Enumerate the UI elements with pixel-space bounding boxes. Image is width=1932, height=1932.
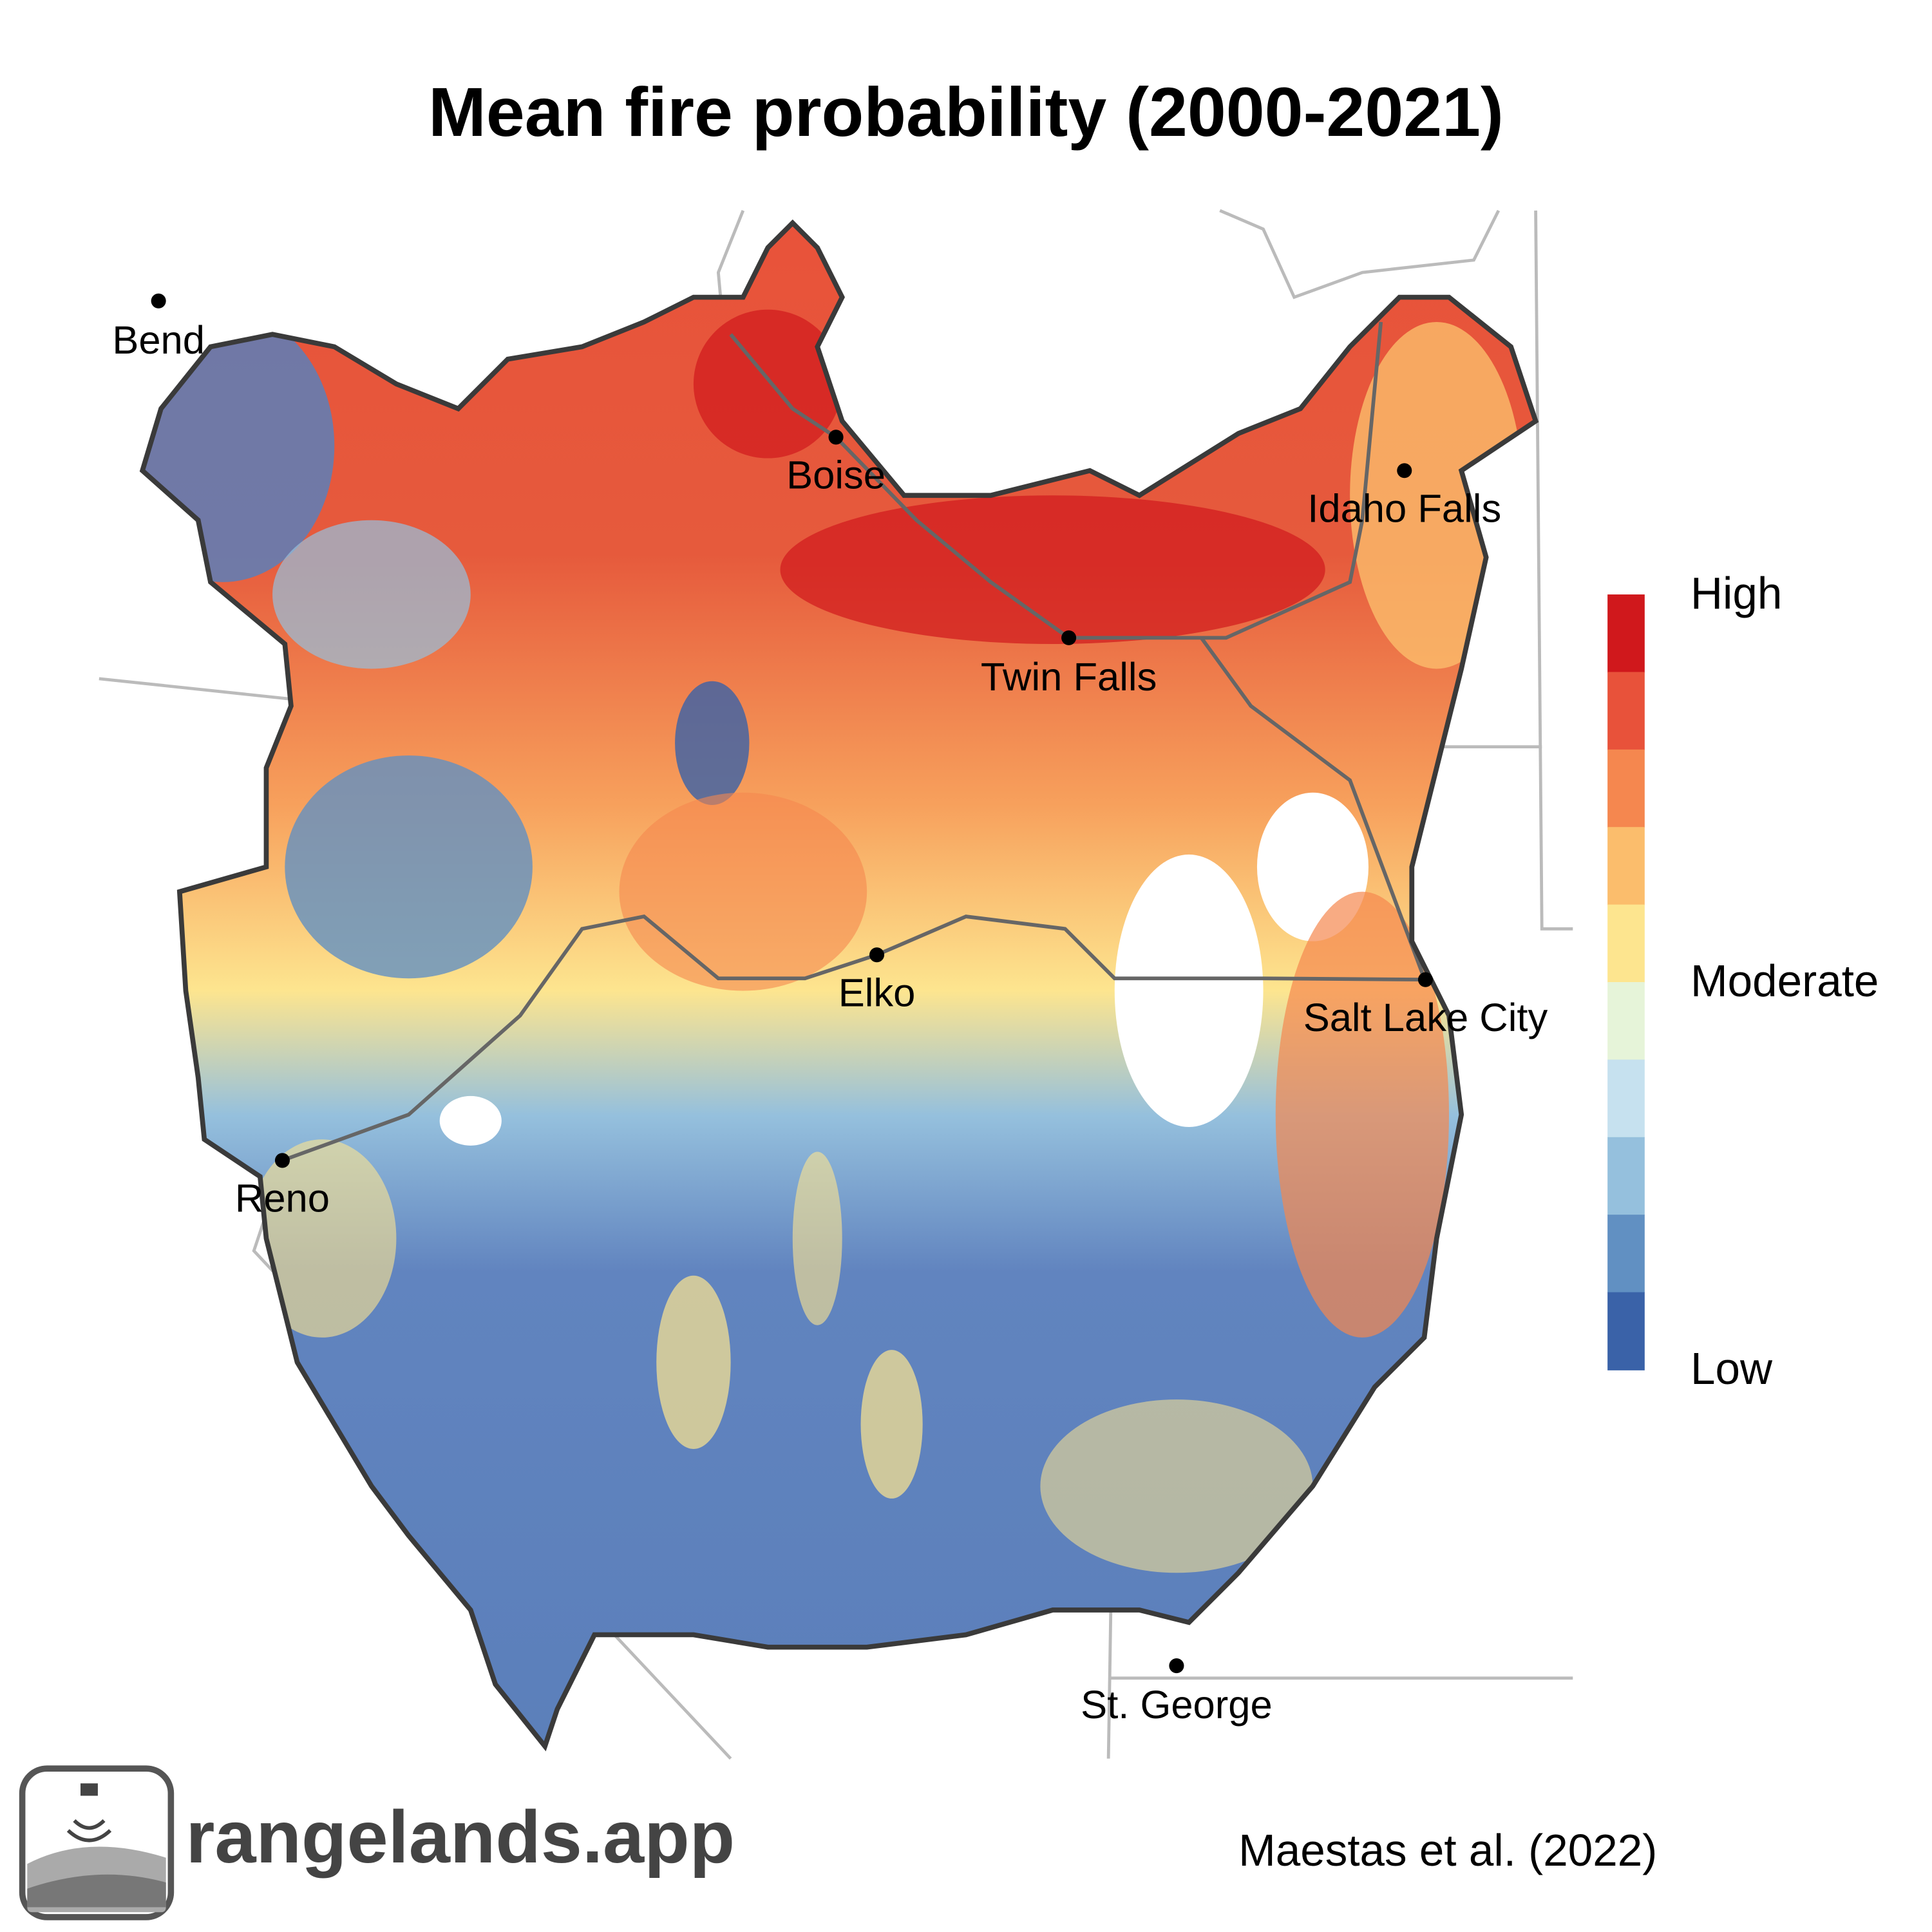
city-dot [1417,972,1433,987]
city-label: Bend [112,318,205,363]
legend-label: High [1690,568,1782,618]
legend-swatch [1607,1292,1645,1370]
legend-swatch [1607,1059,1645,1138]
city-dot [869,947,885,963]
city-label: Elko [838,971,916,1015]
map-title: Mean fire probability (2000-2021) [428,73,1504,151]
legend-swatch [1607,904,1645,983]
basin-outline [139,219,1539,1752]
citation: Maestas et al. (2022) [1238,1825,1657,1875]
legend-swatch [1607,982,1645,1061]
city-label: Twin Falls [981,655,1157,699]
city-label: Salt Lake City [1303,996,1548,1040]
cities: Bend Boise Idaho Falls Twin Falls Elko Salt L… [112,293,1548,1727]
legend-swatch [1607,1215,1645,1293]
roads [281,321,1426,1162]
city-label: Boise [786,453,886,498]
city-label: St. George [1081,1683,1273,1727]
legend: High Moderate Low [1607,568,1879,1394]
city-dot [1169,1658,1184,1674]
logo [19,1765,175,1920]
city-label: Reno [235,1177,330,1221]
legend-swatch [1607,672,1645,750]
city-dot [274,1153,290,1168]
brand: rangelands.app [185,1796,735,1879]
legend-swatch [1607,827,1645,905]
city-dot [1061,630,1077,645]
city-dot [828,430,844,445]
legend-swatch [1607,1137,1645,1216]
legend-swatch [1607,749,1645,828]
city-dot [1397,463,1412,478]
city-label: Idaho Falls [1307,486,1501,531]
city-dot [151,293,166,308]
legend-label: Low [1690,1343,1773,1394]
legend-swatch [1607,594,1645,673]
legend-label: Moderate [1690,956,1879,1006]
